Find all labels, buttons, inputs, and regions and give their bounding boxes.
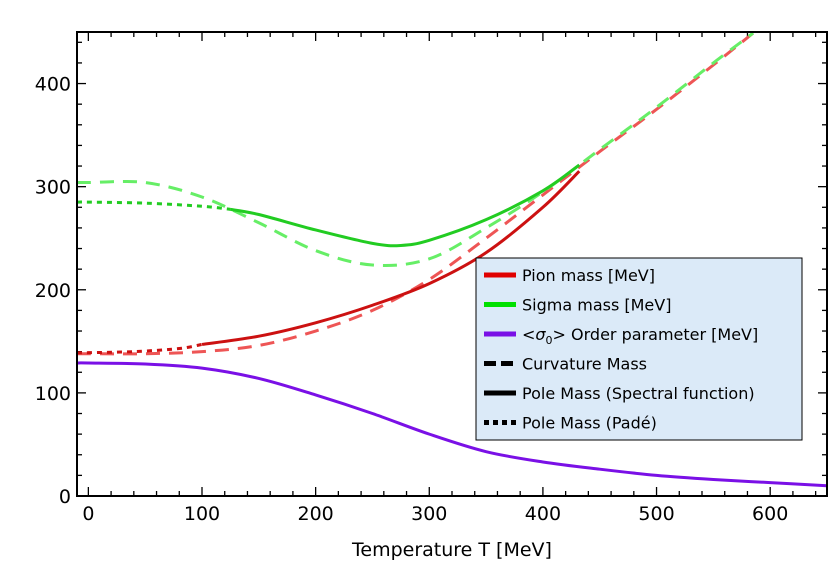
- y-tick-label: 100: [35, 383, 71, 405]
- plot-frame: [76, 31, 828, 497]
- x-tick-label: 0: [82, 503, 94, 525]
- series-pion-curvature: [77, 32, 755, 356]
- chart-curves: [77, 32, 827, 488]
- series-order-parameter: [77, 361, 827, 488]
- legend-label: <σ0> Order parameter [MeV]: [522, 325, 758, 347]
- y-tick-label: 0: [59, 486, 71, 508]
- legend-label-part: 0: [546, 334, 553, 347]
- y-tick-label: 400: [35, 74, 71, 96]
- legend: Pion mass [MeV] Sigma mass [MeV] <σ0> Orde…: [475, 257, 803, 441]
- y-tick-label: 300: [35, 177, 71, 199]
- y-tick-label: 200: [35, 280, 71, 302]
- legend-box: [475, 257, 803, 441]
- x-tick-label: 300: [411, 503, 447, 525]
- x-tick-label: 200: [298, 503, 334, 525]
- series-pion-pole-spectral: [201, 170, 581, 346]
- x-tick-label: 600: [752, 503, 788, 525]
- x-tick-labels: 0 100 200 300 400 500 600: [82, 503, 788, 525]
- legend-label: Sigma mass [MeV]: [522, 296, 671, 315]
- series-sigma-pole-pade: [77, 200, 231, 211]
- x-tick-label: 500: [638, 503, 674, 525]
- series-sigma-pole-spectral: [230, 163, 581, 248]
- legend-label: Curvature Mass: [522, 355, 647, 374]
- y-tick-labels: 0 100 200 300 400: [35, 74, 71, 508]
- legend-label: Pole Mass (Spectral function): [522, 384, 755, 403]
- x-axis-label: Temperature T [MeV]: [351, 539, 552, 561]
- x-tick-label: 400: [525, 503, 561, 525]
- series-pion-pole-pade: [77, 342, 203, 355]
- legend-label: Pole Mass (Padé): [522, 414, 657, 433]
- legend-label-part: <: [522, 325, 535, 344]
- series-sigma-curvature: [77, 32, 755, 268]
- x-tick-label: 100: [184, 503, 220, 525]
- legend-label-part: σ: [535, 325, 546, 344]
- legend-label-part: > Order parameter [MeV]: [553, 325, 759, 344]
- legend-label: Pion mass [MeV]: [522, 266, 655, 285]
